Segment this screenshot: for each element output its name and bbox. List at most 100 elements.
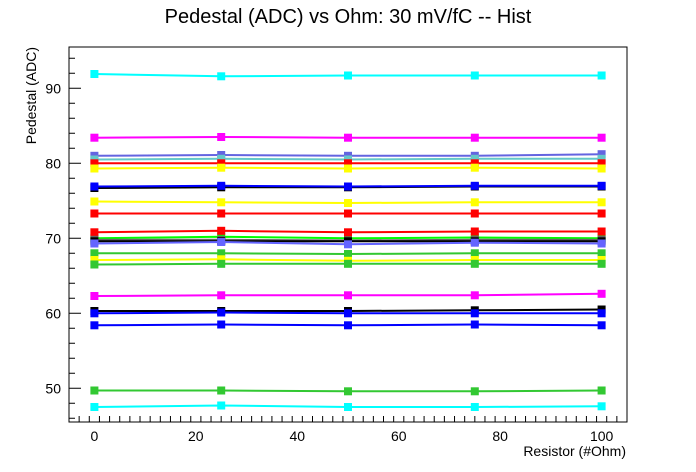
data-point — [217, 163, 226, 172]
x-tick-label: 20 — [188, 428, 204, 444]
series-11 — [90, 226, 606, 237]
data-point — [470, 133, 479, 142]
data-point — [344, 259, 352, 268]
plot-area — [90, 70, 606, 411]
data-point — [344, 199, 352, 207]
data-point — [470, 403, 479, 411]
chart-title: Pedestal (ADC) vs Ohm: 30 mV/fC -- Hist — [165, 6, 532, 28]
data-point — [597, 154, 606, 163]
y-tick-label: 90 — [45, 80, 61, 96]
data-point — [597, 150, 606, 159]
series-9 — [90, 209, 606, 218]
data-point — [344, 403, 352, 411]
series-15 — [90, 249, 606, 258]
data-point — [597, 181, 606, 190]
series-20 — [90, 308, 606, 318]
plot-frame — [68, 46, 628, 423]
data-point — [217, 401, 226, 410]
data-point — [217, 226, 226, 235]
data-point — [597, 159, 606, 168]
data-point — [344, 228, 352, 237]
series-5 — [90, 163, 606, 173]
series-21 — [90, 320, 606, 330]
data-point — [217, 209, 226, 218]
data-point — [217, 154, 226, 163]
data-point — [597, 227, 606, 236]
data-point — [217, 133, 226, 141]
series-17 — [90, 259, 606, 269]
data-point — [597, 259, 606, 268]
data-point — [90, 70, 99, 78]
data-point — [597, 133, 606, 142]
x-tick-label: 100 — [590, 428, 614, 444]
x-tick-label: 0 — [90, 428, 98, 444]
data-point — [597, 321, 606, 330]
data-point — [90, 228, 99, 237]
data-point — [344, 164, 352, 173]
data-point — [470, 209, 479, 218]
data-point — [597, 402, 606, 411]
y-tick-label: 80 — [45, 155, 61, 171]
data-point — [344, 250, 352, 258]
data-point — [470, 309, 479, 318]
data-point — [344, 240, 352, 249]
data-point — [344, 387, 352, 396]
series-0 — [90, 70, 606, 81]
data-point — [470, 198, 479, 207]
data-point — [470, 227, 479, 236]
data-point — [597, 239, 606, 248]
data-point — [344, 209, 352, 218]
data-point — [217, 72, 226, 81]
data-point — [217, 291, 226, 300]
data-point — [597, 164, 606, 173]
data-point — [217, 181, 226, 190]
y-tick-label: 50 — [45, 380, 61, 396]
x-tick-label: 80 — [492, 428, 508, 444]
data-point — [597, 209, 606, 218]
data-point — [344, 291, 352, 300]
data-point — [217, 159, 226, 168]
data-point — [344, 133, 352, 142]
data-point — [470, 238, 479, 247]
data-point — [217, 238, 226, 246]
data-point — [470, 249, 479, 258]
series-14 — [90, 238, 606, 249]
data-point — [470, 387, 479, 396]
data-point — [597, 386, 606, 395]
data-point — [90, 256, 99, 264]
series-22 — [90, 386, 606, 396]
data-point — [597, 198, 606, 207]
data-point — [470, 320, 479, 329]
data-point — [90, 292, 99, 300]
data-point — [470, 159, 479, 168]
data-point — [90, 260, 99, 269]
series-4 — [90, 159, 606, 168]
data-point — [344, 182, 352, 191]
data-point — [344, 71, 352, 80]
data-point — [470, 259, 479, 268]
data-point — [344, 159, 352, 168]
data-point — [217, 198, 226, 207]
series-18 — [90, 289, 606, 300]
data-point — [344, 309, 352, 318]
y-tick-label: 70 — [45, 230, 61, 246]
data-point — [90, 386, 99, 395]
data-point — [217, 308, 226, 317]
data-point — [217, 386, 226, 395]
data-point — [217, 255, 226, 264]
data-point — [90, 133, 99, 142]
series-1 — [90, 133, 606, 142]
data-point — [217, 320, 226, 329]
data-point — [470, 163, 479, 172]
data-point — [90, 197, 99, 206]
axes: 0 20 40 60 80 100 50 60 70 80 90 — [45, 57, 628, 444]
data-point — [90, 159, 99, 168]
data-point — [90, 239, 99, 248]
series-7 — [90, 181, 606, 191]
data-point — [90, 164, 99, 173]
data-point — [90, 249, 99, 258]
x-tick-label: 40 — [289, 428, 305, 444]
data-point — [90, 209, 99, 218]
data-point — [597, 71, 606, 80]
